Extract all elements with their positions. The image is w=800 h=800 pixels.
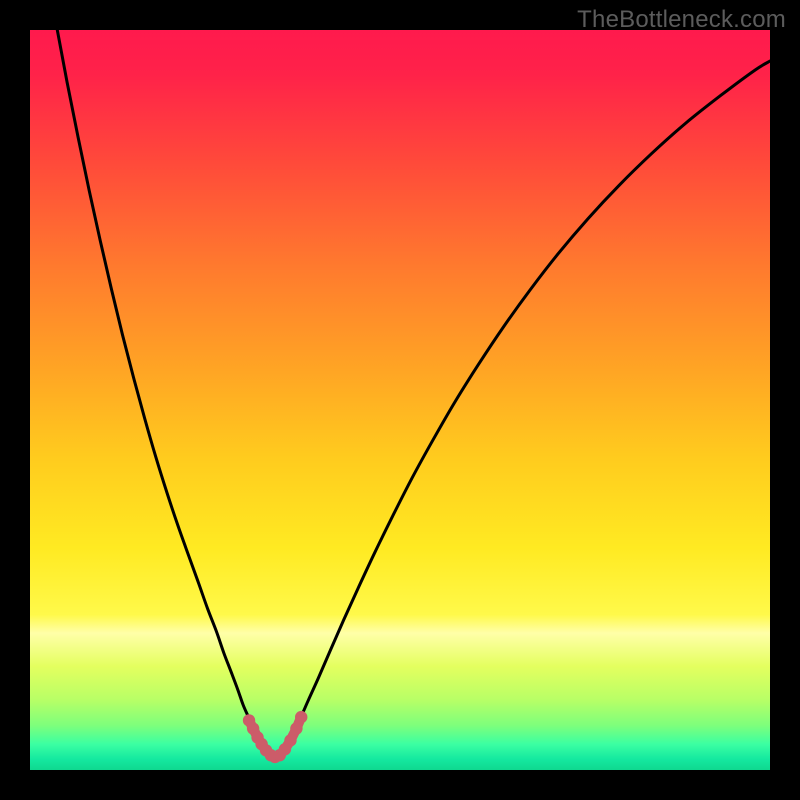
bottleneck-curve — [45, 30, 770, 759]
curves-layer — [30, 30, 770, 770]
plot-area — [30, 30, 770, 770]
watermark-text: TheBottleneck.com — [577, 6, 786, 34]
notch-overlay — [243, 711, 308, 763]
